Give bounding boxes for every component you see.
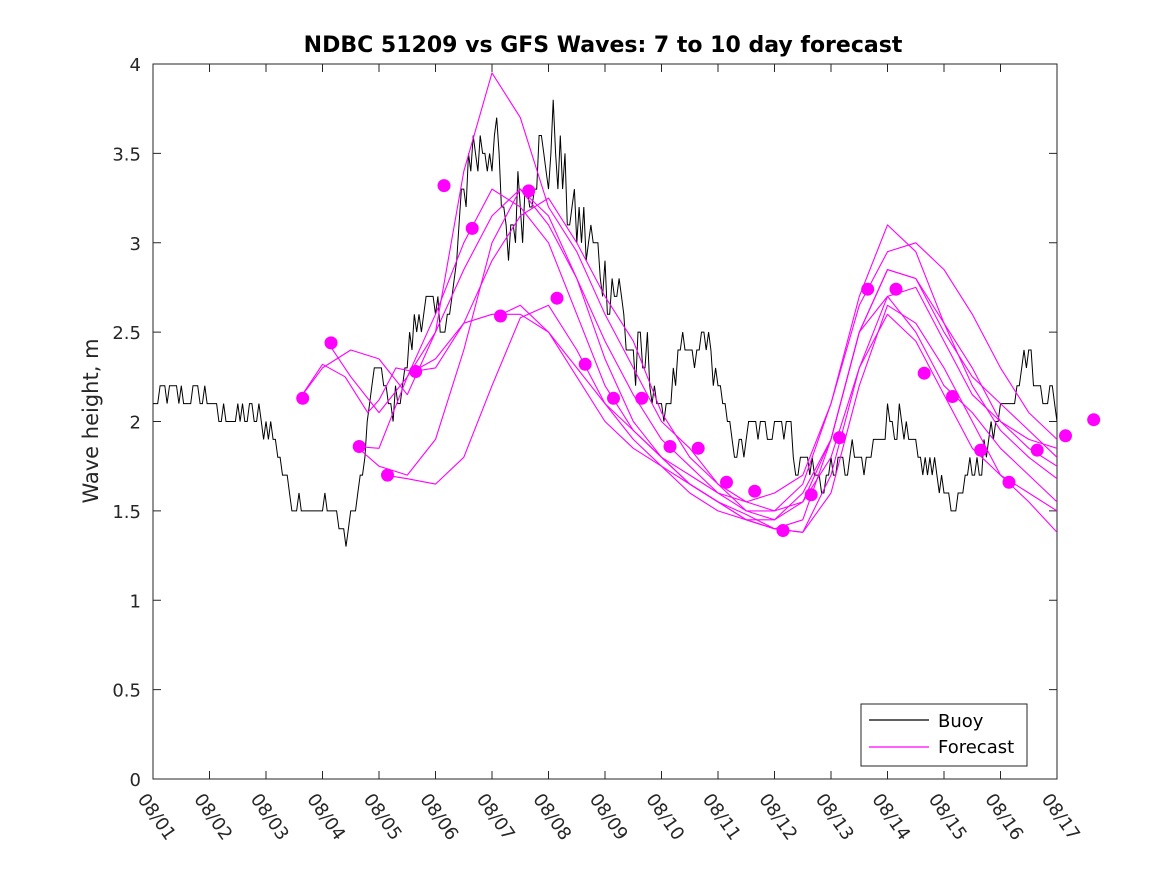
- forecast-line-2: [327, 188, 1057, 512]
- x-tick-label: 08/11: [698, 790, 745, 845]
- forecast-marker: [833, 431, 846, 445]
- x-tick-label: 08/04: [302, 790, 349, 845]
- forecast-marker: [917, 366, 931, 380]
- forecast-line-7: [412, 313, 1057, 533]
- forecast-marker: [861, 282, 875, 296]
- forecast-marker: [1059, 429, 1072, 443]
- forecast-marker: [296, 391, 310, 405]
- forecast-marker: [522, 184, 536, 198]
- buoy-series: [153, 99, 1057, 547]
- forecast-line-8: [497, 304, 1057, 533]
- forecast-marker: [381, 468, 394, 482]
- x-tick-label: 08/12: [754, 790, 801, 845]
- x-tick-label: 08/13: [811, 790, 858, 845]
- chart-title: NDBC 51209 vs GFS Waves: 7 to 10 day for…: [304, 33, 903, 58]
- x-tick-label: 08/05: [359, 790, 406, 845]
- y-tick-label: 0: [130, 770, 141, 791]
- forecast-marker: [494, 309, 507, 323]
- forecast-series-group: [299, 72, 1057, 533]
- x-tick-label: 08/15: [924, 790, 971, 845]
- forecast-marker: [804, 488, 818, 502]
- y-tick-label: 3: [130, 234, 141, 255]
- y-axis-label: Wave height, m: [79, 338, 103, 503]
- forecast-line-6: [384, 295, 1057, 530]
- legend-forecast-label: Forecast: [938, 737, 1014, 758]
- forecast-marker: [691, 441, 705, 455]
- forecast-line-1: [299, 72, 1057, 521]
- y-tick-label: 2.5: [112, 323, 141, 344]
- y-tick-label: 3.5: [112, 144, 141, 165]
- forecast-marker: [946, 390, 959, 403]
- y-tick-label: 2: [130, 413, 141, 434]
- legend: Buoy Forecast: [860, 703, 1028, 767]
- forecast-marker: [437, 179, 451, 193]
- x-tick-label: 08/17: [1037, 790, 1084, 845]
- x-tick-label: 08/10: [641, 790, 688, 845]
- forecast-marker: [550, 291, 564, 305]
- x-tick-label: 08/16: [980, 790, 1027, 845]
- x-tick-label: 08/07: [472, 790, 519, 845]
- forecast-marker: [465, 221, 479, 235]
- forecast-marker: [889, 282, 903, 296]
- x-tick-label: 08/09: [585, 790, 632, 845]
- forecast-marker: [663, 440, 677, 453]
- x-tick-label: 08/02: [189, 790, 236, 845]
- forecast-marker: [720, 475, 733, 489]
- forecast-marker: [1002, 475, 1016, 489]
- forecast-marker: [1087, 413, 1101, 427]
- forecast-line-3: [299, 197, 1057, 503]
- legend-buoy-label: Buoy: [938, 711, 984, 732]
- buoy-line: [153, 99, 1057, 547]
- x-tick-label: 08/01: [133, 790, 180, 845]
- forecast-marker: [578, 357, 592, 371]
- forecast-marker: [974, 443, 988, 457]
- x-tick-label: 08/08: [528, 790, 575, 845]
- forecast-markers: [296, 179, 1101, 537]
- forecast-marker: [1030, 443, 1044, 457]
- forecast-marker: [748, 484, 762, 498]
- x-tick-label: 08/03: [246, 790, 293, 845]
- forecast-marker: [352, 440, 366, 453]
- forecast-marker: [776, 524, 790, 537]
- y-tick-label: 1: [130, 591, 141, 612]
- x-tick-label: 08/14: [867, 790, 914, 845]
- forecast-marker: [635, 391, 649, 405]
- forecast-marker: [607, 391, 620, 405]
- y-tick-label: 0.5: [112, 681, 141, 702]
- forecast-marker: [324, 336, 338, 350]
- x-tick-label: 08/06: [415, 790, 462, 845]
- forecast-marker: [409, 365, 423, 378]
- y-tick-label: 1.5: [112, 502, 141, 523]
- y-tick-label: 4: [130, 55, 141, 76]
- forecast-line-4: [356, 188, 1057, 512]
- legend-box: [860, 703, 1028, 767]
